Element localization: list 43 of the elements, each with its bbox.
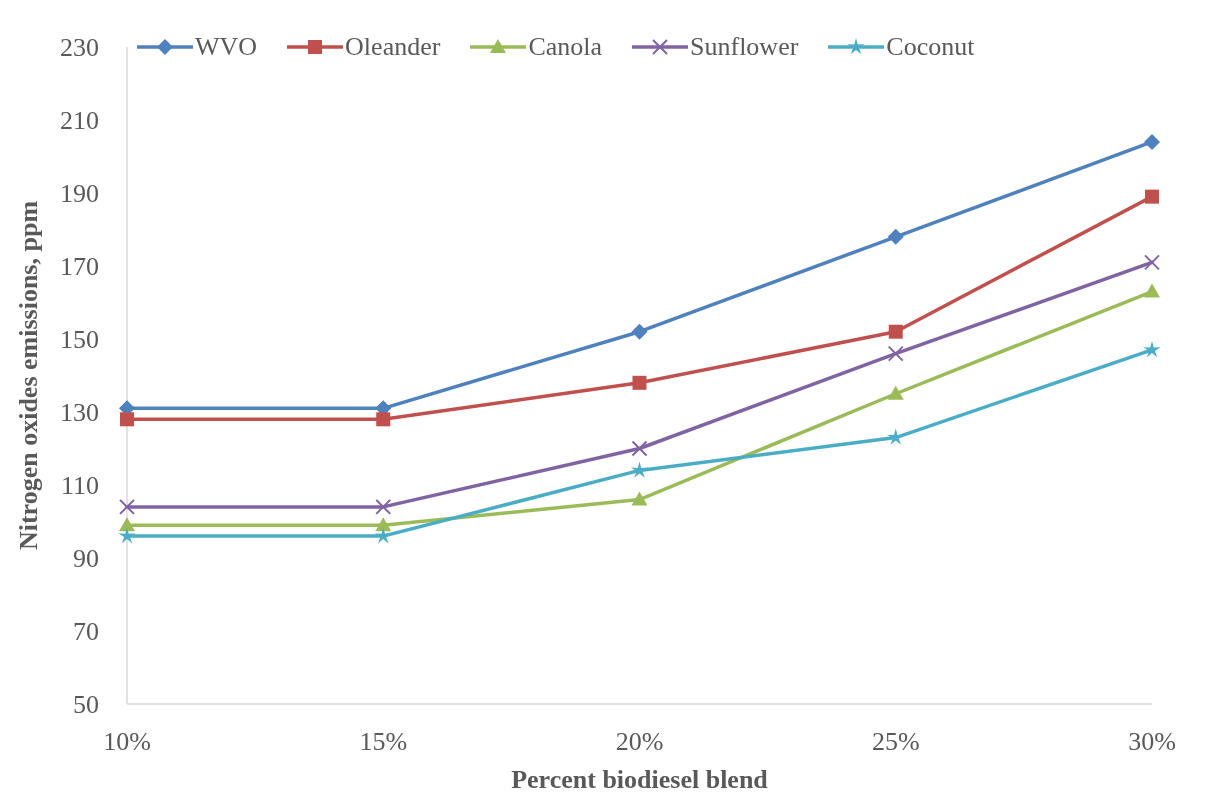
x-tick-label: 20% xyxy=(615,727,664,757)
x-axis-title: Percent biodiesel blend xyxy=(511,765,769,794)
y-tick-label: 110 xyxy=(60,471,99,501)
legend-label: Oleander xyxy=(345,32,441,62)
x-tick-label: 10% xyxy=(103,727,151,757)
legend-label: Sunflower xyxy=(690,32,799,62)
y-tick-label: 170 xyxy=(60,252,99,282)
point xyxy=(375,498,392,515)
x-tick-label: 30% xyxy=(1128,727,1176,757)
point xyxy=(887,345,904,362)
point xyxy=(119,517,135,532)
point xyxy=(631,491,648,506)
y-tick-label: 190 xyxy=(60,179,99,209)
point xyxy=(631,440,648,457)
point xyxy=(632,375,647,390)
x-tick-label: 15% xyxy=(359,727,408,757)
y-tick-label: 130 xyxy=(60,398,99,428)
y-axis-title: Nitrogen oxides emissions, ppm xyxy=(14,200,44,551)
point xyxy=(888,324,903,339)
point xyxy=(118,527,136,544)
y-tick-label: 70 xyxy=(73,617,99,647)
point xyxy=(1144,133,1160,150)
y-tick-label: 90 xyxy=(73,544,99,574)
point xyxy=(631,323,648,340)
y-tick-label: 210 xyxy=(60,106,99,136)
legend-label: Coconut xyxy=(886,32,975,62)
point xyxy=(887,228,904,245)
y-tick-label: 230 xyxy=(60,33,99,63)
point xyxy=(1145,189,1159,204)
point xyxy=(119,498,135,515)
point xyxy=(1144,283,1160,298)
point xyxy=(376,412,391,427)
point xyxy=(120,412,134,427)
point xyxy=(1144,254,1160,271)
legend-label: WVO xyxy=(195,32,258,62)
point xyxy=(1143,340,1161,358)
point xyxy=(375,517,392,532)
y-tick-label: 50 xyxy=(73,690,99,720)
point xyxy=(630,461,649,478)
x-tick-label: 25% xyxy=(871,727,920,757)
legend-label: Canola xyxy=(528,32,603,62)
y-tick-label: 150 xyxy=(60,325,99,355)
point xyxy=(887,385,904,400)
